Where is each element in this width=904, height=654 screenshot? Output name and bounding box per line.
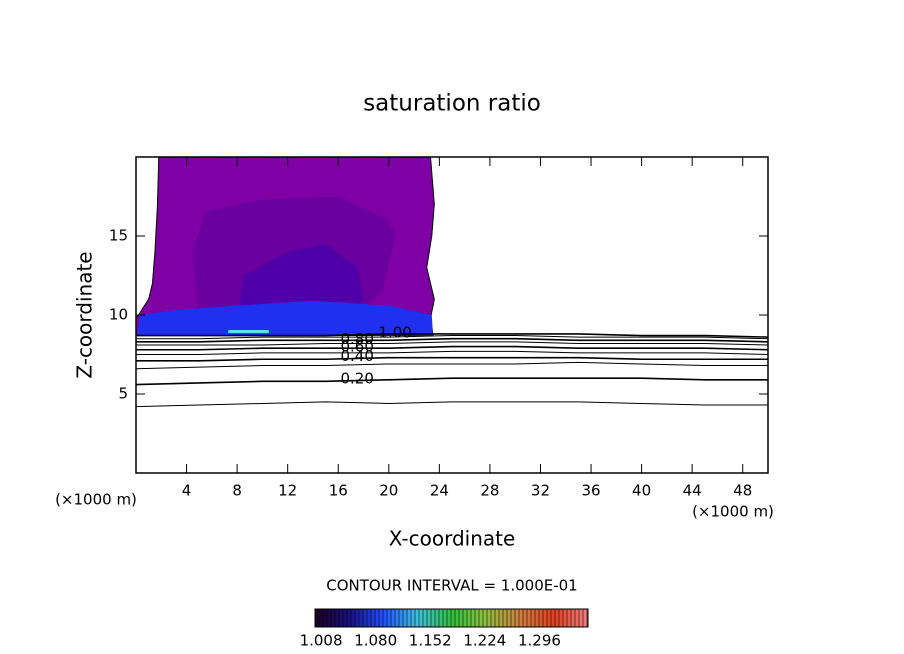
x-tick-label: 4: [182, 482, 192, 500]
x-tick-label: 32: [531, 482, 550, 500]
colorbar-tick-label: 1.152: [409, 632, 452, 650]
x-tick-label: 12: [278, 482, 297, 500]
contour-label: 0.40: [340, 347, 373, 365]
colorbar-title: CONTOUR INTERVAL = 1.000E-01: [326, 577, 577, 595]
y-tick-label: 15: [109, 227, 128, 245]
x-tick-label: 44: [683, 482, 702, 500]
contour-line: [135, 377, 768, 386]
contour-line: [136, 337, 769, 343]
contour-line: [136, 335, 769, 340]
filled-region: [228, 330, 269, 334]
contour-label: 1.00: [378, 323, 411, 341]
chart-title: saturation ratio: [363, 91, 541, 117]
y-tick-label: 5: [118, 385, 128, 403]
x-tick-label: 40: [632, 482, 651, 500]
x-axis-label: X-coordinate: [389, 527, 516, 551]
contour-line: [136, 356, 768, 362]
x-tick-label: 28: [480, 482, 499, 500]
y-tick-label: 10: [109, 306, 128, 324]
filled-region: [137, 300, 434, 336]
contour-line: [136, 333, 769, 338]
y-axis-label: Z-coordinate: [73, 251, 97, 378]
x-tick-label: 36: [581, 482, 600, 500]
x-unit-label: (×1000 m): [55, 491, 137, 509]
contour-label: 0.60: [340, 338, 373, 356]
colorbar-tick-label: 1.224: [463, 632, 506, 650]
x-tick-label: 24: [430, 482, 449, 500]
x-tick-label: 20: [379, 482, 398, 500]
contour-line: [135, 401, 768, 408]
contour-line: [136, 345, 769, 351]
x-tick-label: 16: [329, 482, 348, 500]
x-tick-label: 8: [232, 482, 242, 500]
contour-line: [135, 361, 768, 370]
colorbar-tick-label: 1.296: [518, 632, 561, 650]
colorbar-tick-label: 1.008: [300, 632, 343, 650]
contour-line: [136, 341, 769, 346]
contour-label: 0.80: [340, 330, 373, 348]
contour-label: 0.20: [340, 369, 373, 387]
x-tick-label: 48: [733, 482, 752, 500]
contour-line: [136, 350, 769, 355]
x-unit-label: (×1000 m): [692, 503, 774, 521]
colorbar-tick-label: 1.080: [354, 632, 397, 650]
